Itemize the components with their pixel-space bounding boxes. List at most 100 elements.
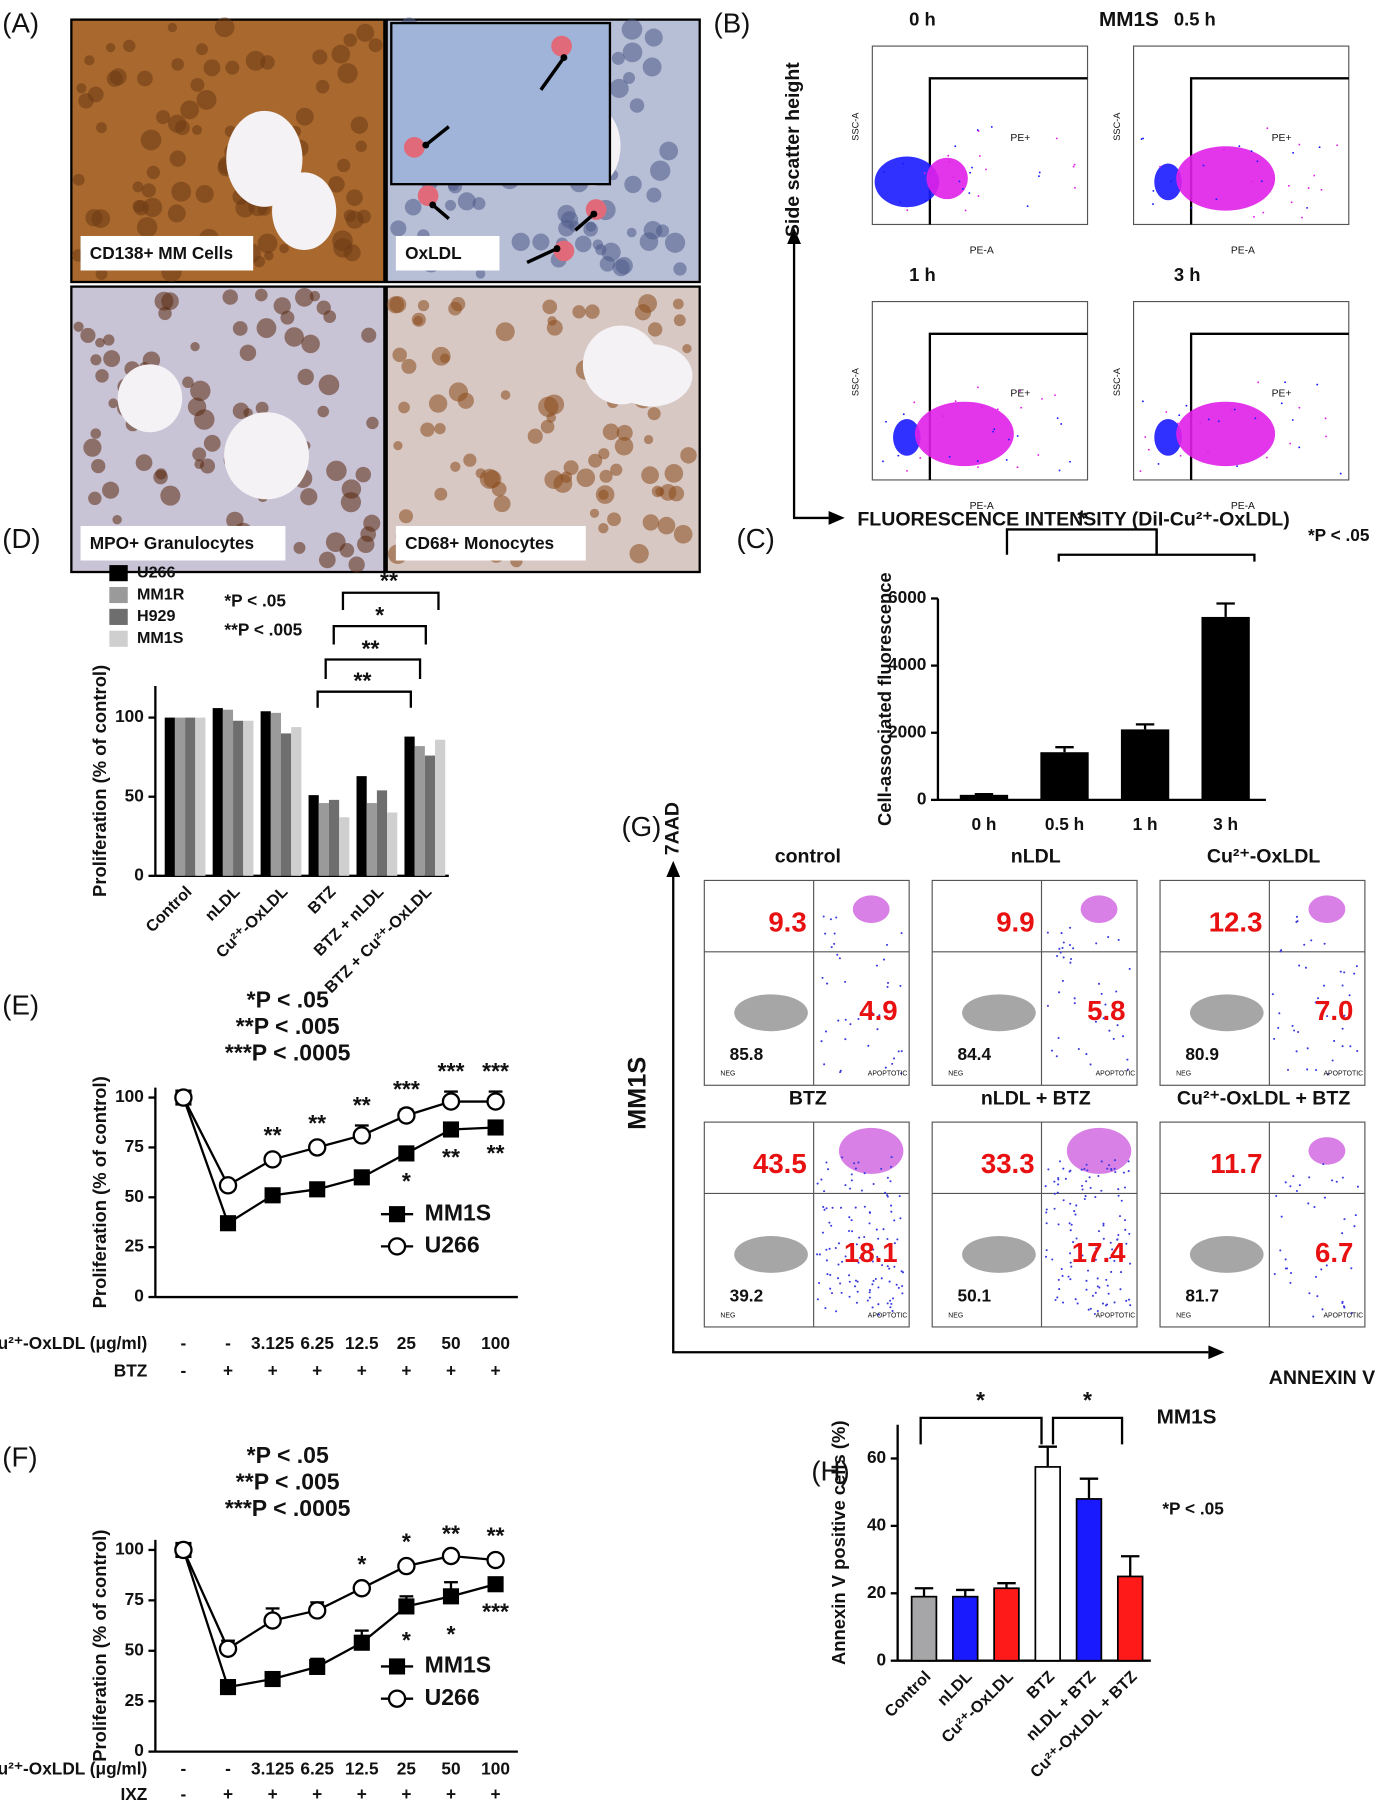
cell [301, 334, 320, 354]
cell [389, 296, 407, 314]
significance: * [447, 1621, 456, 1647]
event [1100, 1189, 1103, 1192]
legend-marker [387, 1237, 407, 1256]
event [900, 1072, 903, 1075]
cell [500, 390, 511, 400]
event [1292, 1175, 1295, 1178]
cell [279, 243, 289, 254]
event [844, 1018, 847, 1021]
event [847, 1229, 851, 1233]
event [886, 981, 890, 984]
rule [431, 203, 450, 221]
event [831, 1206, 834, 1209]
event [1067, 1275, 1070, 1278]
cell [393, 440, 403, 451]
cell [273, 297, 291, 315]
event [978, 155, 981, 157]
x-tick-label: BTZ [1023, 1668, 1058, 1703]
cell [343, 33, 357, 47]
panel-label: (D) [2, 523, 40, 554]
y-tick-label: 75 [125, 1136, 145, 1156]
event [958, 180, 961, 183]
neg-value: 84.4 [957, 1044, 991, 1064]
cell [622, 42, 643, 63]
cell [132, 199, 146, 213]
event [1256, 160, 1259, 163]
event [844, 1184, 847, 1187]
event [977, 130, 980, 132]
marker [487, 1119, 504, 1136]
bar [910, 1595, 938, 1662]
event [1113, 1301, 1116, 1304]
event [1016, 435, 1019, 437]
event [1320, 1268, 1323, 1271]
marker [218, 1639, 238, 1658]
y-tick-label: 50 [125, 785, 144, 805]
event [1287, 184, 1290, 187]
marker [264, 1670, 281, 1688]
event [1250, 180, 1253, 183]
event [1323, 984, 1326, 987]
cell [629, 98, 645, 113]
event [849, 1023, 852, 1026]
bracket [1057, 553, 1256, 562]
event [820, 1040, 823, 1043]
y-tick-label: 25 [125, 1690, 145, 1710]
event [886, 1176, 889, 1179]
event [1104, 1003, 1107, 1006]
bracket [332, 624, 427, 645]
cell [673, 262, 687, 276]
event [1119, 1271, 1123, 1274]
event [1095, 1247, 1098, 1250]
event [942, 415, 944, 417]
cell [650, 160, 671, 181]
event [1325, 1264, 1328, 1267]
event [900, 1050, 903, 1053]
significance: * [402, 1627, 411, 1653]
event [886, 1302, 889, 1305]
event [1109, 1256, 1112, 1260]
event [860, 1189, 863, 1192]
x-tick-label: + [223, 1784, 233, 1800]
event [830, 1224, 833, 1227]
significance: *** [482, 1058, 509, 1084]
event [1084, 1195, 1087, 1198]
event [1075, 1204, 1078, 1207]
event [1069, 1278, 1072, 1281]
cell [167, 204, 186, 223]
cell [589, 508, 600, 518]
event [1105, 1278, 1108, 1281]
plot-title: nLDL + BTZ [981, 1087, 1091, 1109]
event [871, 1283, 874, 1286]
neg-value: 81.7 [1185, 1286, 1219, 1306]
event [850, 1173, 853, 1176]
cell [257, 233, 278, 254]
event [1179, 454, 1182, 457]
cell [390, 220, 407, 237]
row-label: BTZ [114, 1360, 148, 1380]
event [1016, 466, 1019, 469]
event [1094, 1258, 1097, 1261]
event [1116, 1238, 1119, 1241]
event [1291, 1024, 1294, 1027]
event [898, 1195, 901, 1198]
cell [404, 198, 422, 216]
plot-title: Cu²⁺-OxLDL + BTZ [1177, 1087, 1350, 1109]
event [1117, 938, 1120, 941]
bar [318, 803, 329, 876]
event [1038, 171, 1041, 174]
negative-cloud [874, 156, 940, 208]
event [822, 915, 825, 918]
plot-title: control [775, 846, 841, 868]
event [1289, 1281, 1292, 1284]
event [906, 469, 908, 472]
event [884, 1191, 887, 1194]
event [1125, 1299, 1128, 1302]
event [844, 980, 847, 983]
late-cloud [1308, 1137, 1346, 1165]
gate-label: PE+ [1272, 388, 1292, 399]
chart-title: MM1S [1157, 1405, 1217, 1428]
event [1058, 1288, 1061, 1291]
event [1058, 947, 1061, 950]
event [923, 172, 926, 175]
